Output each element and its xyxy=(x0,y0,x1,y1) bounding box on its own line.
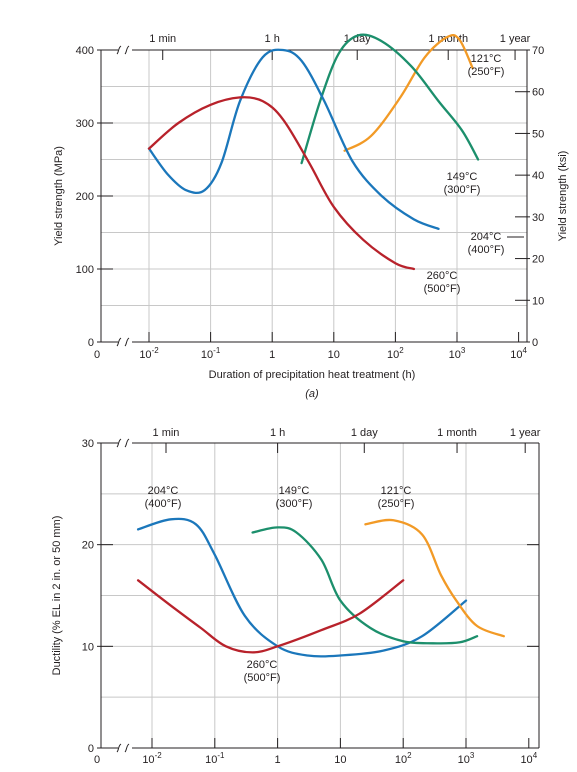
series-line-260-c-500-f- xyxy=(147,96,416,271)
x-tick-label: 103 xyxy=(449,346,466,361)
y2-tick-label: 70 xyxy=(532,45,544,57)
top-time-label: 1 year xyxy=(510,427,541,439)
top-time-label: 1 min xyxy=(153,427,180,439)
series-label-line: 121°C xyxy=(381,485,412,497)
y-tick-label: 30 xyxy=(82,438,94,450)
series-label-149-c-300-f-: 149°C(300°F) xyxy=(444,171,481,196)
y-tick-label: 10 xyxy=(82,641,94,653)
y-axis-label: Ductility (% EL in 2 in. or 50 mm) xyxy=(51,516,63,676)
top-time-label: 1 min xyxy=(149,33,176,45)
y2-tick-label: 50 xyxy=(532,128,544,140)
axis-break-mark xyxy=(124,743,130,753)
axis-break-mark xyxy=(116,337,122,347)
series-line-204-c-400-f- xyxy=(136,517,468,658)
top-time-label: 1 month xyxy=(437,427,477,439)
series-label-204-c-400-f-: 204°C(400°F) xyxy=(468,231,505,256)
y-tick-label: 300 xyxy=(76,118,94,130)
y-tick-label: 0 xyxy=(88,337,94,349)
series-label-line: 149°C xyxy=(447,171,478,183)
x-tick-label: 0 xyxy=(94,754,100,766)
x-tick-label: 10-2 xyxy=(142,751,162,766)
series-label-line: (300°F) xyxy=(276,498,313,510)
series-label-line: (250°F) xyxy=(378,498,415,510)
top-time-label: 1 year xyxy=(500,33,531,45)
y-tick-label: 20 xyxy=(82,540,94,552)
series-label-line: 121°C xyxy=(471,53,502,65)
grid xyxy=(101,443,539,748)
x-tick-label: 1 xyxy=(275,754,281,766)
top-time-label: 1 day xyxy=(351,427,378,439)
x-tick-label: 10 xyxy=(334,754,346,766)
series-label-line: (500°F) xyxy=(244,672,281,684)
x-tick-label: 104 xyxy=(510,346,527,361)
series-label-121-c-250-f-: 121°C(250°F) xyxy=(378,485,415,510)
series-label-line: (250°F) xyxy=(468,66,505,78)
x-tick-label: 102 xyxy=(395,751,412,766)
series-label-line: (500°F) xyxy=(424,283,461,295)
series-label-line: 204°C xyxy=(148,485,179,497)
y-tick-label: 100 xyxy=(76,264,94,276)
y2-tick-label: 0 xyxy=(532,337,538,349)
x-tick-label: 10-1 xyxy=(205,751,225,766)
plot-frame xyxy=(100,438,540,753)
series-line-121-c-250-f- xyxy=(343,33,474,152)
axis-break-mark xyxy=(124,337,130,347)
series-label-line: (400°F) xyxy=(468,244,505,256)
y2-axis-label: Yield strength (ksi) xyxy=(557,151,569,242)
top-time-label: 1 day xyxy=(344,33,371,45)
series-label-line: (300°F) xyxy=(444,184,481,196)
ductility-chart: 0 10 20 30 0 10-2 10-1 1 10 102 103 104 1 min 1 h 1 da… xyxy=(51,427,541,766)
x-tick-label: 10-2 xyxy=(139,346,159,361)
y-tick-label: 400 xyxy=(76,45,94,57)
y2-tick-label: 30 xyxy=(532,212,544,224)
x-tick-label: 10-1 xyxy=(201,346,221,361)
x-tick-label: 103 xyxy=(458,751,475,766)
series-label-121-c-250-f-: 121°C(250°F) xyxy=(468,53,505,78)
x-tick-label: 10 xyxy=(328,349,340,361)
x-tick-label: 1 xyxy=(269,349,275,361)
x-tick-label: 102 xyxy=(387,346,404,361)
y-tick-label: 0 xyxy=(88,743,94,755)
grid xyxy=(101,50,527,342)
series-line-149-c-300-f- xyxy=(300,33,480,165)
top-time-label: 1 h xyxy=(270,427,285,439)
series-label-line: 204°C xyxy=(471,231,502,243)
y2-tick-label: 40 xyxy=(532,170,544,182)
axis-break-mark xyxy=(116,438,122,448)
x-tick-label: 0 xyxy=(94,349,100,361)
top-time-label: 1 h xyxy=(265,33,280,45)
series-label-line: 149°C xyxy=(279,485,310,497)
series-label-260-c-500-f-: 260°C(500°F) xyxy=(424,270,461,295)
x-tick-label: 104 xyxy=(520,751,537,766)
y-tick-label: 200 xyxy=(76,191,94,203)
series-line-121-c-250-f- xyxy=(364,518,505,638)
axis-break-mark xyxy=(116,45,122,55)
axis-break-mark xyxy=(124,45,130,55)
series-label-204-c-400-f-: 204°C(400°F) xyxy=(145,485,182,510)
y2-tick-label: 20 xyxy=(532,254,544,266)
axis-break-mark xyxy=(124,438,130,448)
series-label-line: 260°C xyxy=(247,659,278,671)
series-label-149-c-300-f-: 149°C(300°F) xyxy=(276,485,313,510)
y2-tick-label: 10 xyxy=(532,295,544,307)
series-line-204-c-400-f- xyxy=(147,48,440,230)
series-label-260-c-500-f-: 260°C(500°F) xyxy=(244,659,281,684)
series-label-line: 260°C xyxy=(427,270,458,282)
series-line-260-c-500-f- xyxy=(136,579,405,654)
series-label-line: (400°F) xyxy=(145,498,182,510)
y2-tick-label: 60 xyxy=(532,87,544,99)
axis-break-mark xyxy=(116,743,122,753)
y-axis-label: Yield strength (MPa) xyxy=(53,146,65,246)
x-axis-label: Duration of precipitation heat treatment… xyxy=(209,369,416,381)
subfigure-label: (a) xyxy=(305,388,319,400)
